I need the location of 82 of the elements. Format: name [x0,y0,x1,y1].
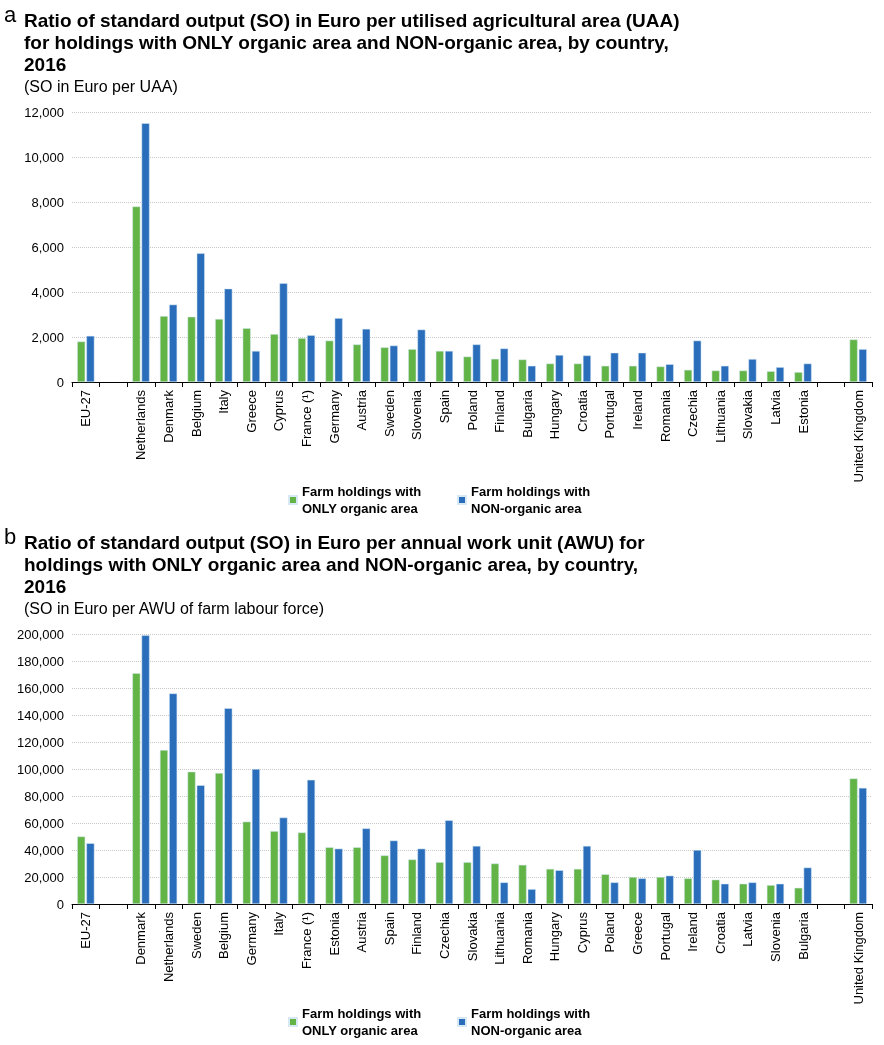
y-tick-label: 100,000 [17,761,64,777]
x-tick-label: Finland [492,390,508,433]
x-tick-label: EU-27 [78,912,94,949]
y-tick-label: 0 [56,896,64,912]
x-tick-label: Bulgaria [795,911,811,960]
x-tick-label: Denmark [133,911,149,965]
y-tick-label: 8,000 [31,194,64,210]
x-tick-label: Slovakia [740,389,756,440]
x-tick-label: Spain [436,390,452,424]
x-tick-label: Croatia [574,389,590,432]
x-tick-label: Lithuania [492,911,508,965]
x-tick-label: Greece [630,912,646,955]
x-tick-label: Bulgaria [519,389,535,438]
x-tick-label: Sweden [381,390,397,437]
x-tick-label: Ireland [630,390,646,430]
chart-subtitle: (SO in Euro per UAA) [24,78,178,96]
x-tick-label: Croatia [712,911,728,954]
y-tick-label: 0 [56,374,64,390]
x-tick-label: Spain [381,912,397,946]
legend-label: Farm holdings with NON-organic area [471,484,594,516]
x-tick-label: Portugal [602,389,618,439]
y-tick-label: 4,000 [31,284,64,300]
y-tick-label: 10,000 [24,149,64,165]
x-tick-label: Cyprus [271,389,287,432]
x-tick-label: Romania [657,389,673,443]
legend-label: Farm holdings with ONLY organic area [302,1006,425,1038]
x-tick-label: Estonia [326,911,342,956]
y-tick-label: 140,000 [17,707,64,723]
x-tick-label: United Kingdom [850,912,866,1005]
x-tick-label: Slovakia [464,911,480,962]
y-tick-label: 40,000 [24,842,64,858]
x-tick-label: United Kingdom [850,390,866,483]
x-tick-label: Romania [519,911,535,965]
x-tick-label: Cyprus [574,911,590,954]
x-tick-label: Slovenia [767,911,783,962]
x-tick-label: Finland [409,912,425,955]
x-tick-label: Poland [464,390,480,431]
x-tick-label: France (¹) [298,390,314,448]
y-tick-label: 80,000 [24,788,64,804]
y-tick-label: 200,000 [17,626,64,642]
x-tick-label: Czechia [685,389,701,437]
x-tick-label: Hungary [547,389,563,440]
y-tick-label: 2,000 [31,329,64,345]
y-tick-label: 6,000 [31,239,64,255]
y-tick-label: 20,000 [24,869,64,885]
x-tick-label: Denmark [161,389,177,443]
x-tick-label: Germany [243,911,259,966]
x-tick-label: Germany [326,389,342,444]
y-tick-label: 180,000 [17,653,64,669]
x-tick-label: Slovenia [409,389,425,440]
x-tick-label: Netherlands [161,911,177,983]
x-tick-label: Austria [354,911,370,953]
x-tick-label: Austria [354,389,370,431]
text: b [4,524,17,550]
legend-label: Farm holdings with ONLY organic area [302,484,425,516]
x-tick-label: Latvia [740,911,756,947]
x-tick-label: Czechia [436,911,452,959]
x-tick-label: Netherlands [133,389,149,461]
x-tick-label: Estonia [795,389,811,434]
x-tick-label: Poland [602,912,618,953]
text: a [4,2,17,28]
x-tick-label: Lithuania [712,389,728,443]
y-tick-label: 160,000 [17,680,64,696]
chart-title: Ratio of standard output (SO) in Euro per utilised agricultural area (UAA) for holdings with ONLY organic area and NON-organic area, by country, 2016 [24,10,681,76]
chart-subtitle: (SO in Euro per AWU of farm labour force) [24,600,324,618]
x-tick-label: Belgium [188,390,204,437]
x-tick-label: France (¹) [298,912,314,970]
x-tick-label: Greece [243,390,259,433]
x-tick-label: Italy [216,389,232,414]
x-tick-label: Ireland [685,912,701,952]
y-tick-label: 60,000 [24,815,64,831]
x-tick-label: Italy [271,911,287,936]
x-tick-label: Sweden [188,912,204,959]
x-tick-label: Portugal [657,911,673,961]
chart-title: Ratio of standard output (SO) in Euro per annual work unit (AWU) for holdings with ONLY organic area and NON-organic area, by country, 2016 [24,532,646,598]
x-tick-label: EU-27 [78,390,94,427]
y-tick-label: 120,000 [17,734,64,750]
x-tick-label: Belgium [216,912,232,959]
y-tick-label: 12,000 [24,104,64,120]
x-tick-label: Hungary [547,911,563,962]
legend-label: Farm holdings with NON-organic area [471,1006,594,1038]
x-tick-label: Latvia [767,389,783,425]
